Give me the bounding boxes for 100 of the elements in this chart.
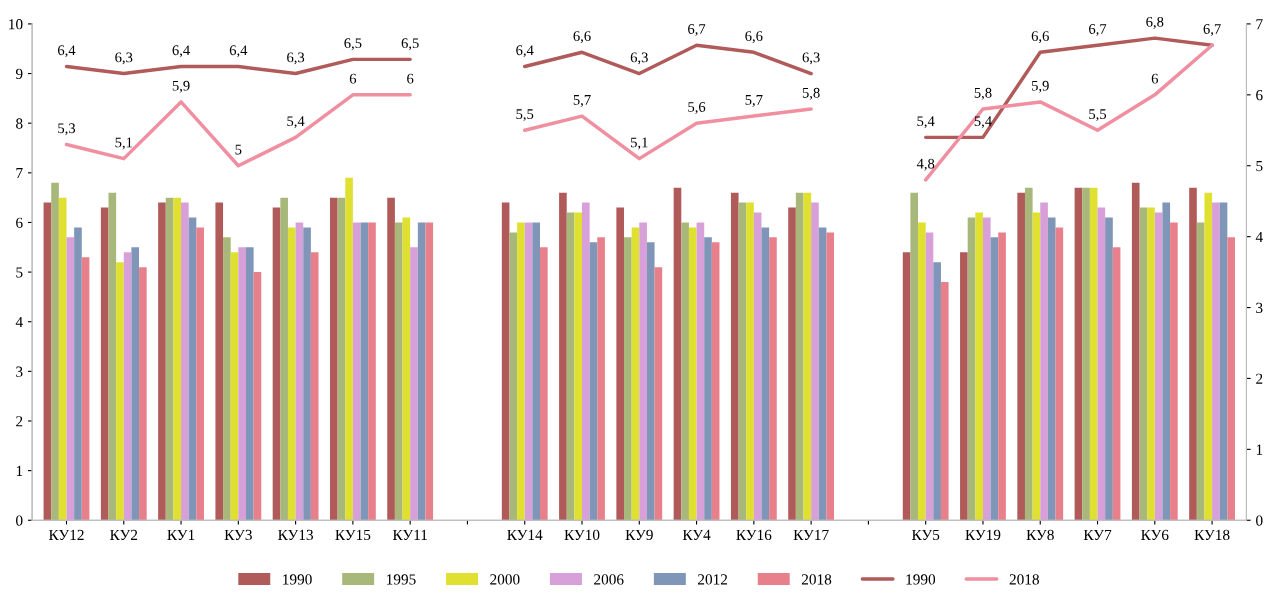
- data-label: 5,7: [573, 95, 591, 107]
- data-label: 5,5: [1089, 109, 1107, 122]
- bar: [982, 217, 991, 521]
- data-label: 6,3: [802, 52, 820, 65]
- data-label: 4,8: [916, 158, 935, 171]
- y2-tick-label: 1: [1256, 444, 1263, 455]
- bar: [410, 247, 418, 521]
- bar: [1162, 202, 1171, 521]
- y-tick-label: 9: [15, 68, 23, 80]
- y-tick-label: 3: [16, 366, 23, 377]
- y2-tick-label: 7: [1256, 19, 1263, 30]
- bar: [295, 222, 304, 521]
- y-tick-label: 5: [16, 267, 23, 278]
- bar: [990, 237, 999, 521]
- bar: [918, 222, 926, 521]
- x-tick-label: КУ17: [793, 529, 829, 541]
- data-label: 5,4: [917, 116, 935, 129]
- data-label: 6: [349, 73, 357, 84]
- bar: [173, 197, 182, 521]
- y2-tick-label: 0: [1256, 515, 1263, 526]
- bar: [1196, 222, 1205, 521]
- bar: [329, 197, 338, 521]
- bar: [967, 217, 976, 521]
- bar: [360, 222, 369, 521]
- bar: [368, 222, 376, 521]
- bar: [509, 232, 518, 521]
- bar: [387, 197, 395, 521]
- bar: [688, 227, 697, 521]
- bar: [165, 197, 174, 521]
- bar: [711, 242, 720, 521]
- bar: [345, 177, 353, 521]
- data-label: 5,8: [974, 87, 992, 100]
- data-label: 6: [407, 73, 414, 84]
- bar: [108, 192, 117, 521]
- data-label: 5: [235, 144, 242, 155]
- data-label: 6,6: [1031, 31, 1049, 44]
- bar: [51, 182, 59, 521]
- bar: [230, 252, 239, 521]
- bar: [425, 222, 434, 521]
- bar: [559, 192, 567, 521]
- data-label: 5,9: [1031, 80, 1049, 93]
- data-label: 6,5: [344, 38, 362, 51]
- bar: [654, 267, 663, 521]
- bar: [639, 222, 647, 521]
- x-tick-label: КУ8: [1026, 529, 1054, 541]
- bar: [1040, 202, 1048, 521]
- bar: [1139, 207, 1148, 521]
- y-tick-label: 1: [16, 465, 23, 476]
- x-tick-label: КУ1: [167, 529, 195, 541]
- bar: [811, 202, 819, 521]
- bar: [1055, 227, 1064, 521]
- y-tick-label: 2: [16, 416, 23, 427]
- data-label: 6,4: [172, 45, 190, 58]
- bar: [402, 217, 411, 521]
- x-tick-label: КУ13: [278, 529, 313, 541]
- bar: [975, 212, 983, 521]
- bar: [337, 197, 346, 521]
- data-label: 6,7: [1203, 24, 1221, 36]
- bar: [795, 192, 804, 521]
- bar: [761, 227, 770, 521]
- bar: [998, 232, 1006, 521]
- bar: [1017, 192, 1025, 521]
- x-tick-label: КУ5: [911, 529, 940, 541]
- data-label: 6,6: [745, 31, 763, 44]
- y-tick-label: 8: [16, 118, 23, 129]
- legend-label: 2006: [594, 574, 624, 585]
- data-label: 6,8: [1146, 16, 1164, 29]
- bar: [287, 227, 296, 521]
- data-label: 6,4: [58, 45, 76, 58]
- bar: [746, 202, 754, 521]
- data-label: 6,3: [287, 52, 305, 65]
- bar: [574, 212, 583, 521]
- bar: [303, 227, 311, 521]
- bar: [673, 187, 682, 521]
- bar: [501, 202, 510, 521]
- bar: [1131, 182, 1140, 521]
- legend-label: 2018: [801, 574, 832, 585]
- y-tick-label: 0: [16, 515, 23, 526]
- legend-label: 2018: [1009, 574, 1039, 585]
- legend-label: 1995: [387, 574, 416, 585]
- y-tick-label: 7: [16, 168, 23, 179]
- data-label: 6: [1151, 73, 1159, 84]
- bar: [582, 202, 590, 521]
- data-label: 5,1: [115, 137, 133, 150]
- x-tick-label: КУ10: [564, 529, 600, 541]
- bar: [417, 222, 426, 521]
- bar: [215, 202, 224, 521]
- bar: [940, 282, 949, 521]
- x-tick-label: КУ18: [1194, 529, 1230, 541]
- data-label: 6,3: [630, 52, 648, 65]
- bar: [1074, 187, 1083, 521]
- bar: [352, 222, 361, 521]
- bar: [280, 197, 288, 521]
- bar: [960, 252, 968, 521]
- legend-label: 2000: [490, 574, 520, 585]
- y2-tick-label: 5: [1256, 161, 1263, 172]
- legend-label: 1990: [906, 574, 936, 585]
- bar: [139, 267, 147, 521]
- legend-label: 1990: [283, 574, 312, 585]
- x-tick-label: КУ19: [965, 529, 1001, 541]
